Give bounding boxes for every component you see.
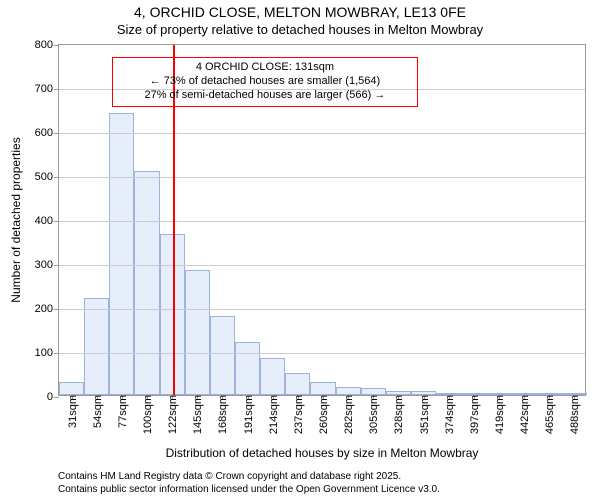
- xtick-label: 145sqm: [190, 395, 204, 434]
- xtick-label: 54sqm: [90, 395, 104, 428]
- annotation-line: 4 ORCHID CLOSE: 131sqm: [119, 61, 411, 75]
- gridline: [59, 221, 585, 222]
- y-axis-label: Number of detached properties: [9, 137, 23, 302]
- xtick-label: 465sqm: [542, 395, 556, 434]
- bar: [59, 382, 84, 395]
- ytick-label: 600: [35, 127, 59, 139]
- x-axis-label: Distribution of detached houses by size …: [166, 446, 479, 460]
- ytick-label: 200: [35, 303, 59, 315]
- xtick-label: 214sqm: [266, 395, 280, 434]
- xtick-label: 442sqm: [517, 395, 531, 434]
- caption: Contains HM Land Registry data © Crown c…: [58, 471, 440, 496]
- xtick-label: 374sqm: [442, 395, 456, 434]
- plot-area: 0100200300400500600700800 31sqm54sqm77sq…: [58, 44, 586, 396]
- xtick-label: 282sqm: [341, 395, 355, 434]
- xtick-label: 77sqm: [115, 395, 129, 428]
- xtick-label: 31sqm: [65, 395, 79, 428]
- bar: [84, 298, 109, 395]
- xtick-label: 328sqm: [391, 395, 405, 434]
- xtick-label: 237sqm: [291, 395, 305, 434]
- bar: [336, 387, 361, 395]
- xtick-label: 488sqm: [567, 395, 581, 434]
- bar: [310, 382, 335, 395]
- xtick-label: 305sqm: [366, 395, 380, 434]
- xtick-label: 191sqm: [241, 395, 255, 434]
- xtick-label: 168sqm: [215, 395, 229, 434]
- ytick-label: 500: [35, 171, 59, 183]
- bar: [285, 373, 310, 395]
- bar: [361, 388, 386, 395]
- title-line-1: 4, ORCHID CLOSE, MELTON MOWBRAY, LE13 0F…: [0, 4, 600, 20]
- title-line-2: Size of property relative to detached ho…: [0, 22, 600, 37]
- xtick-label: 260sqm: [316, 395, 330, 434]
- bar: [260, 358, 285, 395]
- bar: [235, 342, 260, 395]
- chart-container: 4, ORCHID CLOSE, MELTON MOWBRAY, LE13 0F…: [0, 0, 600, 500]
- title-block: 4, ORCHID CLOSE, MELTON MOWBRAY, LE13 0F…: [0, 4, 600, 37]
- gridline: [59, 265, 585, 266]
- ytick-label: 800: [35, 39, 59, 51]
- ytick-label: 400: [35, 215, 59, 227]
- ytick-label: 0: [47, 391, 59, 403]
- xtick-label: 351sqm: [417, 395, 431, 434]
- ytick-label: 300: [35, 259, 59, 271]
- gridline: [59, 133, 585, 134]
- ytick-label: 700: [35, 83, 59, 95]
- annotation-line: ← 73% of detached houses are smaller (1,…: [119, 75, 411, 89]
- ytick-label: 100: [35, 347, 59, 359]
- gridline: [59, 353, 585, 354]
- annotation-box: 4 ORCHID CLOSE: 131sqm← 73% of detached …: [112, 57, 418, 106]
- caption-line-2: Contains public sector information licen…: [58, 484, 440, 497]
- bar: [185, 270, 210, 395]
- xtick-label: 122sqm: [165, 395, 179, 434]
- gridline: [59, 309, 585, 310]
- xtick-label: 397sqm: [467, 395, 481, 434]
- annotation-line: 27% of semi-detached houses are larger (…: [119, 89, 411, 103]
- bar: [210, 316, 235, 395]
- caption-line-1: Contains HM Land Registry data © Crown c…: [58, 471, 440, 484]
- gridline: [59, 177, 585, 178]
- bar: [134, 171, 159, 395]
- xtick-label: 100sqm: [140, 395, 154, 434]
- xtick-label: 419sqm: [492, 395, 506, 434]
